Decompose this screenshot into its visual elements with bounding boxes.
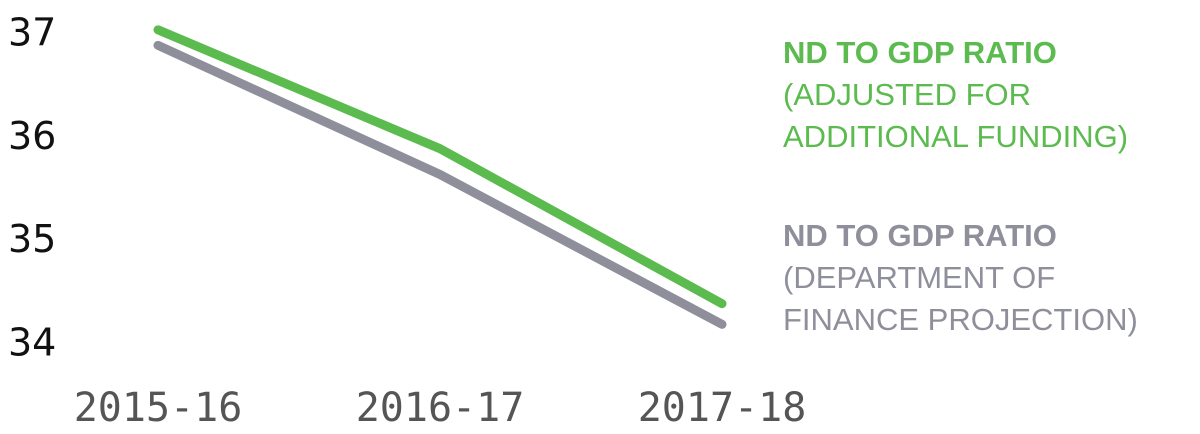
x-tick-label: 2017-18 <box>638 385 807 431</box>
series-line <box>153 40 727 329</box>
legend-title: ND TO GDP RATIO <box>783 35 1057 70</box>
legend-entry: ND TO GDP RATIO (DEPARTMENT OF FINANCE P… <box>783 215 1198 341</box>
y-tick-label: 34 <box>8 321 56 365</box>
legend-note: (DEPARTMENT OF FINANCE PROJECTION) <box>783 260 1138 338</box>
y-tick-label: 36 <box>8 114 56 158</box>
y-tick-label: 37 <box>8 11 56 55</box>
legend-entry: ND TO GDP RATIO (ADJUSTED FOR ADDITIONAL… <box>783 32 1198 158</box>
series-line <box>153 25 727 309</box>
x-tick-label: 2016-17 <box>356 385 525 431</box>
y-tick-label: 35 <box>8 217 56 261</box>
x-tick-label: 2015-16 <box>74 385 243 431</box>
legend-note: (ADJUSTED FOR ADDITIONAL FUNDING) <box>783 77 1129 155</box>
legend-title: ND TO GDP RATIO <box>783 218 1057 253</box>
